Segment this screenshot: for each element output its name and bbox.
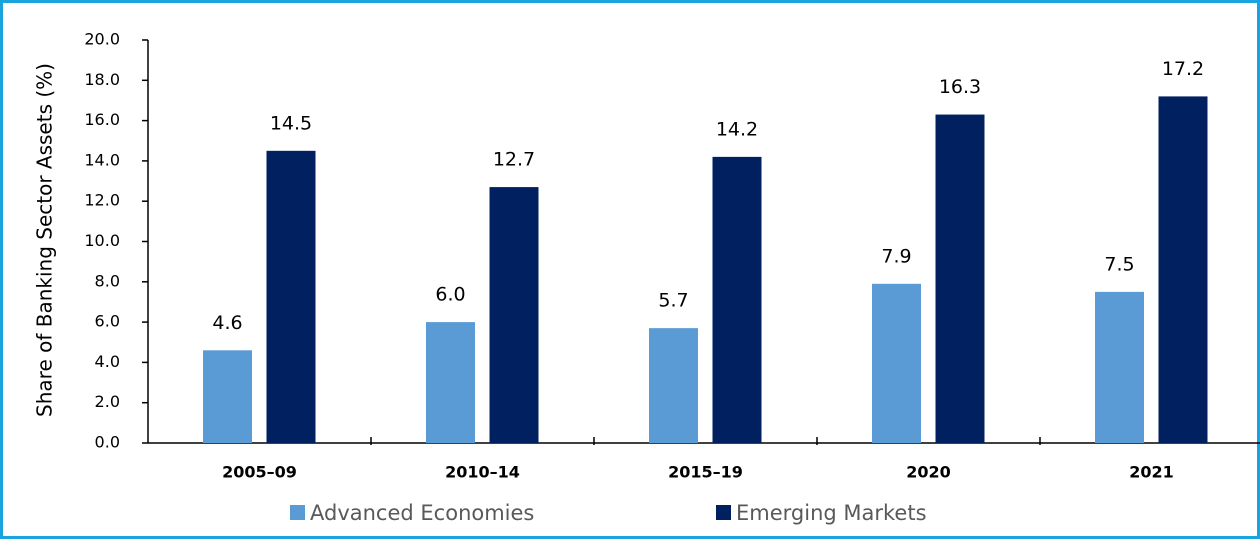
x-tick-label: 2021: [1129, 463, 1174, 482]
x-tick-label: 2010–14: [445, 463, 520, 482]
value-label: 7.9: [881, 245, 911, 267]
bar: [426, 322, 475, 443]
y-tick-label: 10.0: [84, 231, 120, 250]
y-tick-label: 14.0: [84, 150, 120, 169]
value-label: 14.2: [716, 118, 758, 140]
value-label: 16.3: [939, 76, 981, 98]
y-tick-label: 0.0: [95, 433, 120, 452]
bar: [489, 187, 539, 443]
value-label: 12.7: [493, 149, 535, 171]
value-label: 4.6: [212, 312, 242, 334]
y-tick-label: 8.0: [95, 271, 120, 290]
y-tick-label: 16.0: [84, 110, 120, 129]
legend-label: Advanced Economies: [310, 501, 534, 525]
bar: [712, 156, 762, 443]
y-tick-label: 12.0: [84, 191, 120, 210]
bar: [203, 350, 252, 443]
legend-swatch: [716, 505, 731, 520]
value-label: 5.7: [658, 290, 688, 312]
x-tick-label: 2005–09: [222, 463, 297, 482]
legend-swatch: [290, 505, 305, 520]
bar: [872, 283, 921, 443]
legend-label: Emerging Markets: [736, 501, 927, 525]
bar: [266, 150, 316, 443]
value-label: 14.5: [270, 112, 312, 134]
value-label: 17.2: [1162, 58, 1204, 80]
y-tick-label: 20.0: [84, 30, 120, 49]
value-label: 6.0: [435, 284, 465, 306]
bar: [1158, 96, 1208, 444]
x-tick-label: 2020: [906, 463, 951, 482]
bar: [935, 114, 985, 444]
y-tick-label: 4.0: [95, 352, 120, 371]
y-tick-label: 18.0: [84, 70, 120, 89]
bar: [1095, 291, 1144, 443]
y-tick-label: 6.0: [95, 312, 120, 331]
bar: [649, 328, 698, 443]
value-label: 7.5: [1104, 253, 1134, 275]
y-tick-label: 2.0: [95, 392, 120, 411]
y-axis-title: Share of Banking Sector Assets (%): [33, 63, 57, 417]
x-tick-label: 2015–19: [668, 463, 743, 482]
